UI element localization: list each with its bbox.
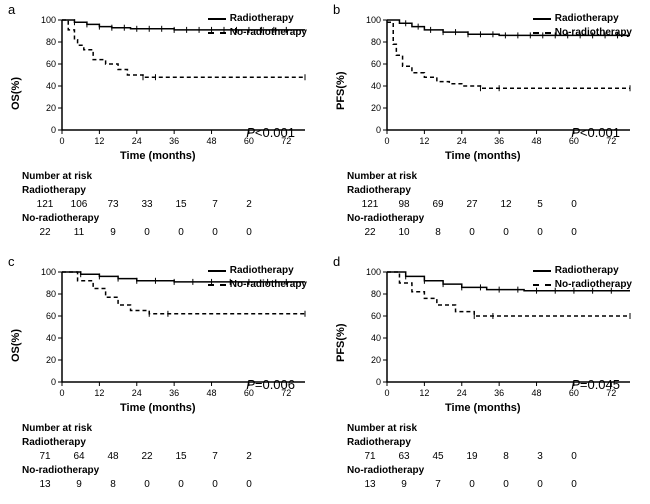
x-axis-label: Time (months)	[445, 402, 521, 414]
legend: RadiotherapyNo-radiotherapy	[533, 264, 632, 292]
panel-b: b0204060801000122436486072PFS(%)Time (mo…	[325, 0, 650, 252]
legend-item-no-radiotherapy: No-radiotherapy	[208, 278, 307, 292]
svg-text:100: 100	[41, 15, 56, 25]
svg-text:12: 12	[94, 388, 104, 398]
svg-text:100: 100	[366, 267, 381, 277]
svg-text:20: 20	[371, 355, 381, 365]
panel-label: b	[333, 2, 340, 17]
legend-item-no-radiotherapy: No-radiotherapy	[533, 26, 632, 40]
x-axis-label: Time (months)	[120, 150, 196, 162]
y-axis-label: OS(%)	[10, 329, 22, 362]
x-axis-label: Time (months)	[445, 150, 521, 162]
legend-item-radiotherapy: Radiotherapy	[533, 12, 632, 26]
panel-a: a0204060801000122436486072OS(%)Time (mon…	[0, 0, 325, 252]
svg-text:40: 40	[46, 81, 56, 91]
svg-text:36: 36	[169, 388, 179, 398]
legend: RadiotherapyNo-radiotherapy	[208, 264, 307, 292]
svg-text:36: 36	[494, 388, 504, 398]
svg-text:100: 100	[41, 267, 56, 277]
svg-text:24: 24	[457, 388, 467, 398]
svg-text:0: 0	[376, 125, 381, 135]
svg-text:0: 0	[51, 377, 56, 387]
legend-item-no-radiotherapy: No-radiotherapy	[533, 278, 632, 292]
y-axis-label: OS(%)	[10, 77, 22, 110]
svg-text:24: 24	[132, 136, 142, 146]
svg-text:0: 0	[384, 388, 389, 398]
svg-text:0: 0	[384, 136, 389, 146]
legend: RadiotherapyNo-radiotherapy	[208, 12, 307, 40]
svg-text:24: 24	[457, 136, 467, 146]
number-at-risk-table: Number at riskRadiotherapy71634519830No-…	[353, 422, 591, 492]
svg-text:12: 12	[419, 388, 429, 398]
svg-text:60: 60	[46, 311, 56, 321]
svg-text:24: 24	[132, 388, 142, 398]
svg-text:0: 0	[59, 388, 64, 398]
svg-text:20: 20	[371, 103, 381, 113]
svg-text:60: 60	[371, 311, 381, 321]
svg-text:36: 36	[494, 136, 504, 146]
svg-text:48: 48	[207, 136, 217, 146]
number-at-risk-table: Number at riskRadiotherapy1219869271250N…	[353, 170, 591, 240]
legend-item-radiotherapy: Radiotherapy	[208, 12, 307, 26]
y-axis-label: PFS(%)	[335, 72, 347, 111]
svg-text:36: 36	[169, 136, 179, 146]
svg-text:60: 60	[46, 59, 56, 69]
p-value: P=0.006	[246, 377, 295, 392]
svg-text:0: 0	[51, 125, 56, 135]
svg-text:20: 20	[46, 355, 56, 365]
x-axis-label: Time (months)	[120, 402, 196, 414]
svg-text:40: 40	[371, 333, 381, 343]
number-at-risk-table: Number at riskRadiotherapy716448221572No…	[28, 422, 266, 492]
panel-c: c0204060801000122436486072OS(%)Time (mon…	[0, 252, 325, 504]
svg-text:60: 60	[371, 59, 381, 69]
p-value: P=0.045	[571, 377, 620, 392]
legend-item-radiotherapy: Radiotherapy	[208, 264, 307, 278]
svg-text:12: 12	[94, 136, 104, 146]
svg-text:80: 80	[46, 289, 56, 299]
svg-text:80: 80	[46, 37, 56, 47]
svg-text:48: 48	[207, 388, 217, 398]
svg-text:0: 0	[59, 136, 64, 146]
y-axis-label: PFS(%)	[335, 324, 347, 363]
svg-text:100: 100	[366, 15, 381, 25]
svg-text:0: 0	[376, 377, 381, 387]
svg-text:80: 80	[371, 37, 381, 47]
svg-text:80: 80	[371, 289, 381, 299]
panel-label: d	[333, 254, 340, 269]
legend-item-radiotherapy: Radiotherapy	[533, 264, 632, 278]
legend-item-no-radiotherapy: No-radiotherapy	[208, 26, 307, 40]
panel-d: d0204060801000122436486072PFS(%)Time (mo…	[325, 252, 650, 504]
figure-container: a0204060801000122436486072OS(%)Time (mon…	[0, 0, 650, 504]
svg-text:40: 40	[46, 333, 56, 343]
svg-text:12: 12	[419, 136, 429, 146]
svg-text:40: 40	[371, 81, 381, 91]
p-value: P<0.001	[571, 125, 620, 140]
svg-text:48: 48	[532, 388, 542, 398]
number-at-risk-table: Number at riskRadiotherapy12110673331572…	[28, 170, 266, 240]
legend: RadiotherapyNo-radiotherapy	[533, 12, 632, 40]
svg-text:48: 48	[532, 136, 542, 146]
p-value: P<0.001	[246, 125, 295, 140]
panel-label: c	[8, 254, 15, 269]
panel-label: a	[8, 2, 15, 17]
svg-text:20: 20	[46, 103, 56, 113]
